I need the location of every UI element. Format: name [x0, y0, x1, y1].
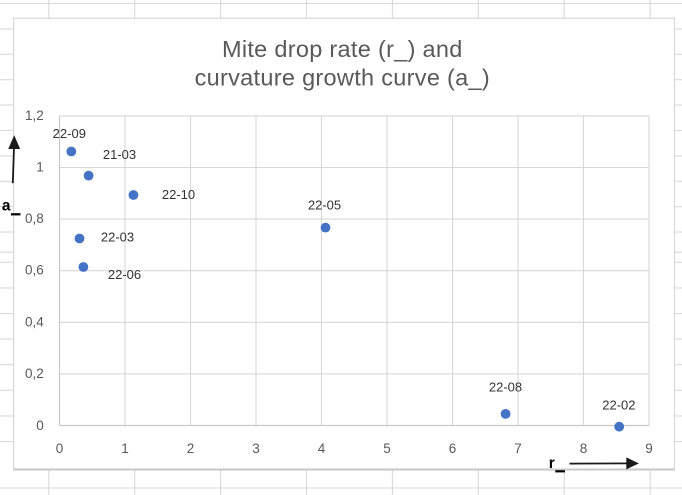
svg-text:22-05: 22-05 [308, 198, 341, 213]
svg-text:4: 4 [318, 441, 326, 456]
svg-text:r: r [549, 455, 555, 472]
svg-text:0,6: 0,6 [25, 263, 44, 278]
svg-text:3: 3 [252, 441, 260, 456]
svg-text:22-06: 22-06 [108, 267, 141, 282]
svg-text:22-09: 22-09 [53, 126, 86, 141]
svg-text:0,8: 0,8 [25, 211, 44, 226]
svg-text:21-03: 21-03 [103, 147, 136, 162]
svg-text:1: 1 [121, 441, 129, 456]
svg-text:0: 0 [36, 418, 44, 433]
svg-text:0: 0 [56, 441, 64, 456]
svg-text:Mite drop rate (r_) and: Mite drop rate (r_) and [222, 36, 463, 62]
svg-text:a: a [2, 197, 11, 214]
svg-text:0,2: 0,2 [25, 366, 44, 381]
svg-text:1,2: 1,2 [25, 108, 44, 123]
svg-text:8: 8 [580, 441, 588, 456]
svg-text:1: 1 [36, 160, 44, 175]
svg-text:2: 2 [187, 441, 195, 456]
svg-text:22-10: 22-10 [162, 187, 195, 202]
svg-text:5: 5 [383, 441, 391, 456]
svg-text:22-02: 22-02 [602, 397, 635, 412]
svg-text:7: 7 [514, 441, 522, 456]
svg-text:curvature growth curve (a_): curvature growth curve (a_) [195, 65, 490, 91]
svg-text:22-08: 22-08 [489, 380, 522, 395]
svg-text:9: 9 [645, 441, 653, 456]
svg-text:22-03: 22-03 [101, 230, 134, 245]
svg-text:6: 6 [449, 441, 457, 456]
svg-text:0,4: 0,4 [25, 314, 44, 329]
